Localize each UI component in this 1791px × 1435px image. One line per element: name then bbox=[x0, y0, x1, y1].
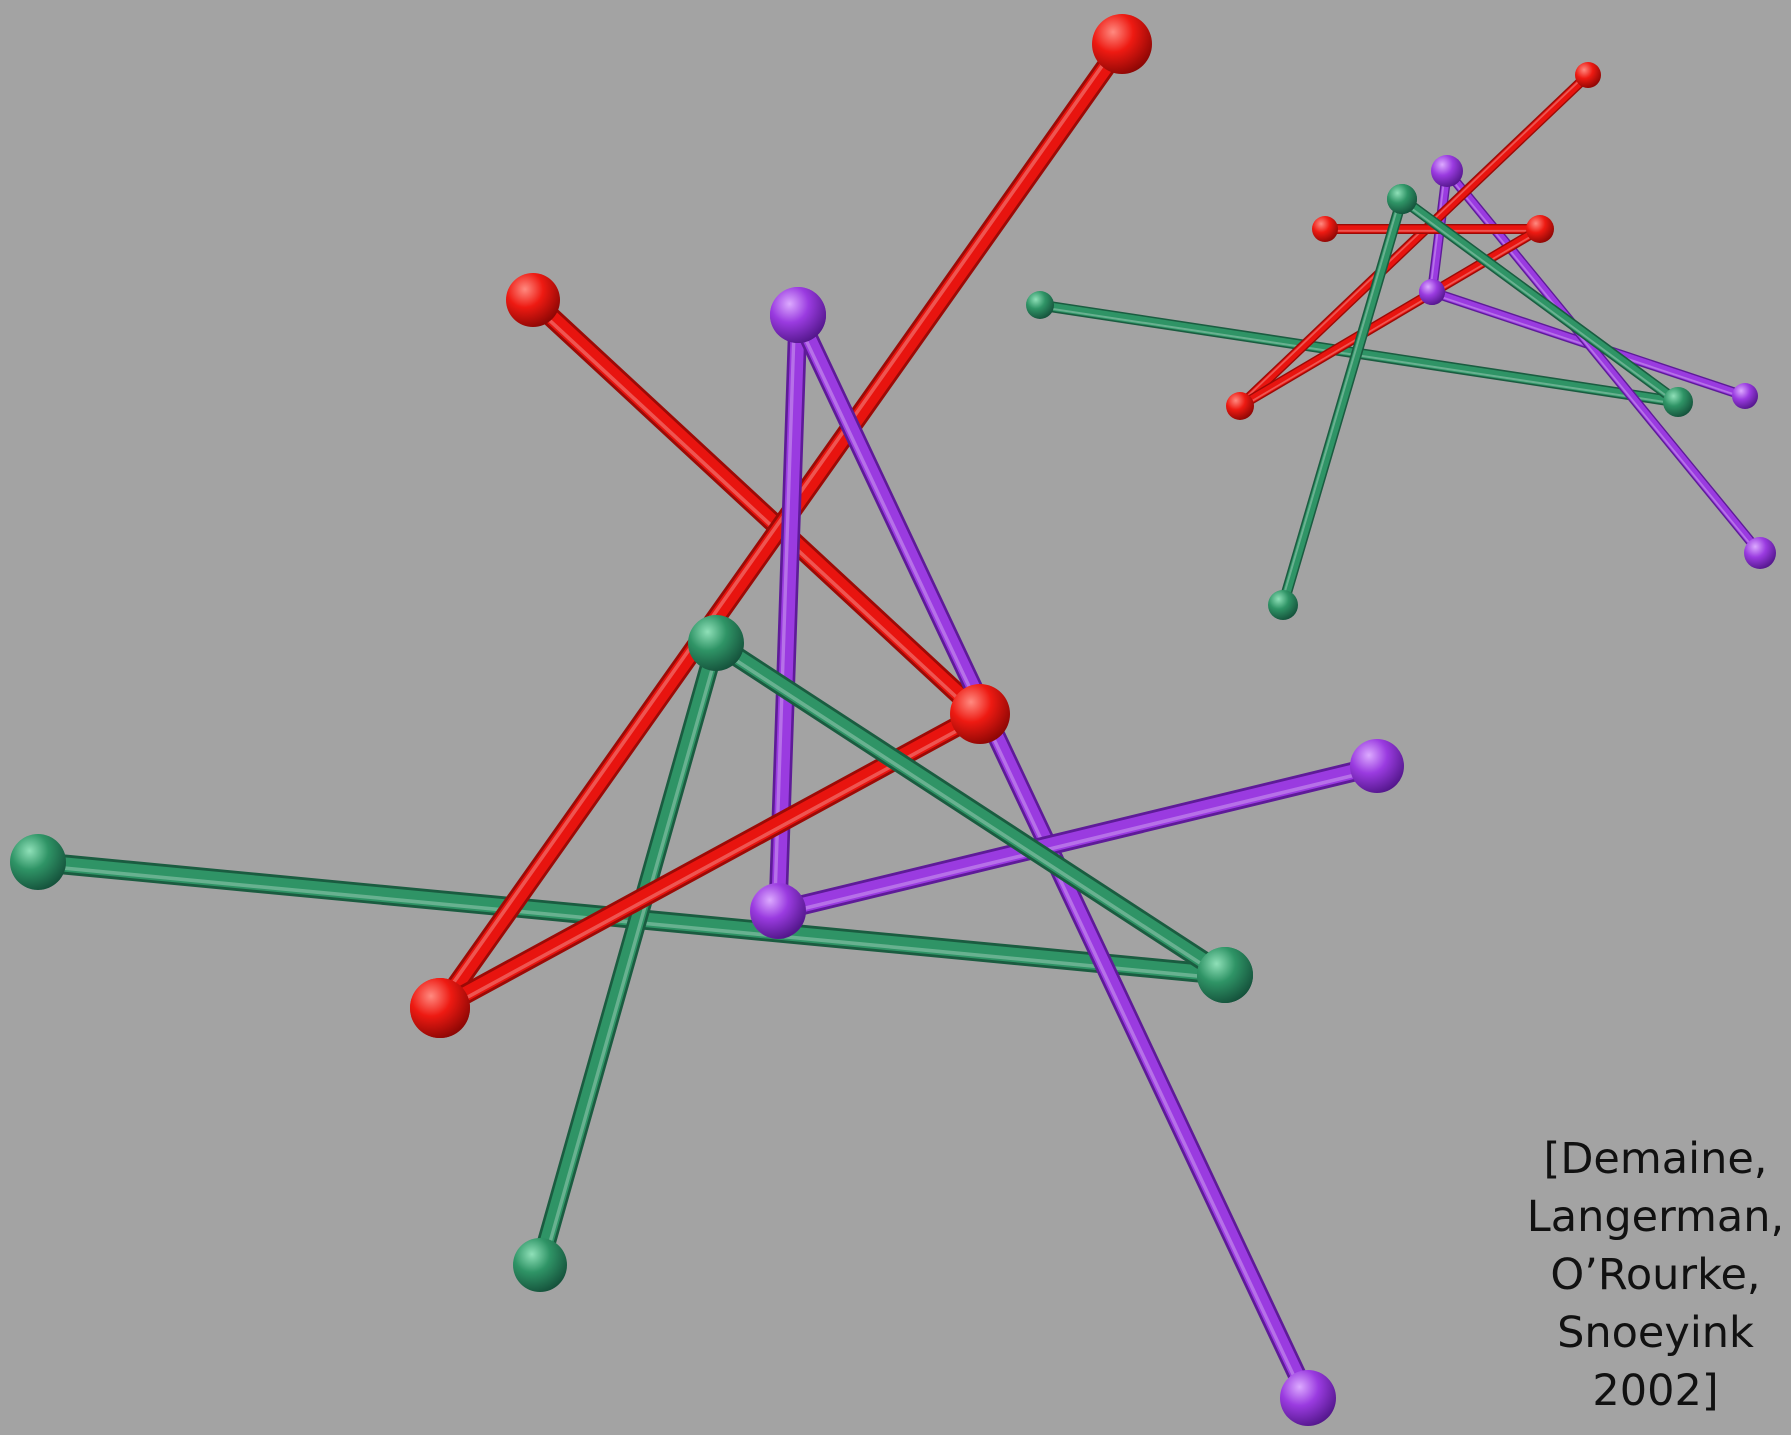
green-joint bbox=[688, 615, 744, 671]
red-joint bbox=[1312, 216, 1338, 242]
green-joint bbox=[1197, 947, 1253, 1003]
green-joint bbox=[1026, 291, 1054, 319]
red-joint bbox=[506, 273, 560, 327]
purple-joint bbox=[1732, 383, 1758, 409]
citation-text: [Demaine, Langerman, O’Rourke, Snoeyink … bbox=[1520, 1130, 1791, 1420]
green-rod-highlight bbox=[1399, 199, 1678, 405]
purple-joint bbox=[751, 884, 805, 938]
red-rod-body bbox=[432, 36, 1130, 1016]
green-joint bbox=[10, 834, 66, 890]
purple-rod-body bbox=[770, 758, 1385, 919]
purple-rod-highlight bbox=[772, 313, 797, 913]
red-rod-highlight bbox=[528, 300, 980, 719]
green-rod-body bbox=[1279, 195, 1406, 609]
purple-joint bbox=[1350, 739, 1404, 793]
green-joint bbox=[1387, 184, 1417, 214]
citation-line: [Demaine, bbox=[1543, 1134, 1768, 1184]
green-rod-body bbox=[1398, 195, 1682, 406]
purple-rod-highlight bbox=[1444, 171, 1760, 556]
red-joint bbox=[1226, 392, 1254, 420]
red-rod-body bbox=[525, 292, 988, 722]
large-linkage-view bbox=[10, 14, 1404, 1426]
green-joint bbox=[1268, 590, 1298, 620]
green-joint bbox=[1663, 387, 1693, 417]
purple-rod-highlight bbox=[777, 767, 1380, 917]
red-rod-body bbox=[1236, 71, 1592, 410]
purple-joint bbox=[1744, 537, 1776, 569]
red-joint bbox=[1092, 14, 1152, 74]
purple-joint bbox=[1431, 155, 1463, 187]
purple-rod-body bbox=[1443, 167, 1764, 557]
red-joint bbox=[410, 978, 470, 1038]
purple-joint bbox=[1419, 279, 1445, 305]
green-rod-body bbox=[708, 635, 1233, 983]
green-joint bbox=[513, 1238, 567, 1292]
citation-line: Snoeyink bbox=[1557, 1308, 1754, 1358]
red-joint bbox=[1526, 215, 1554, 243]
purple-joint bbox=[770, 287, 826, 343]
red-joint bbox=[1575, 62, 1601, 88]
green-rod-highlight bbox=[712, 644, 1225, 980]
green-rod-body bbox=[533, 636, 723, 1272]
purple-joint bbox=[1280, 1370, 1336, 1426]
green-rod-highlight bbox=[1280, 197, 1402, 606]
red-rod-highlight bbox=[1237, 72, 1588, 406]
small-linkage-view bbox=[1026, 62, 1776, 620]
red-rod-highlight bbox=[435, 40, 1121, 1008]
citation-line: O’Rourke, bbox=[1550, 1250, 1761, 1300]
citation-line: Langerman, bbox=[1526, 1192, 1785, 1242]
green-rod-highlight bbox=[541, 642, 722, 1268]
red-joint bbox=[950, 684, 1010, 744]
citation-line: 2002] bbox=[1592, 1366, 1719, 1416]
